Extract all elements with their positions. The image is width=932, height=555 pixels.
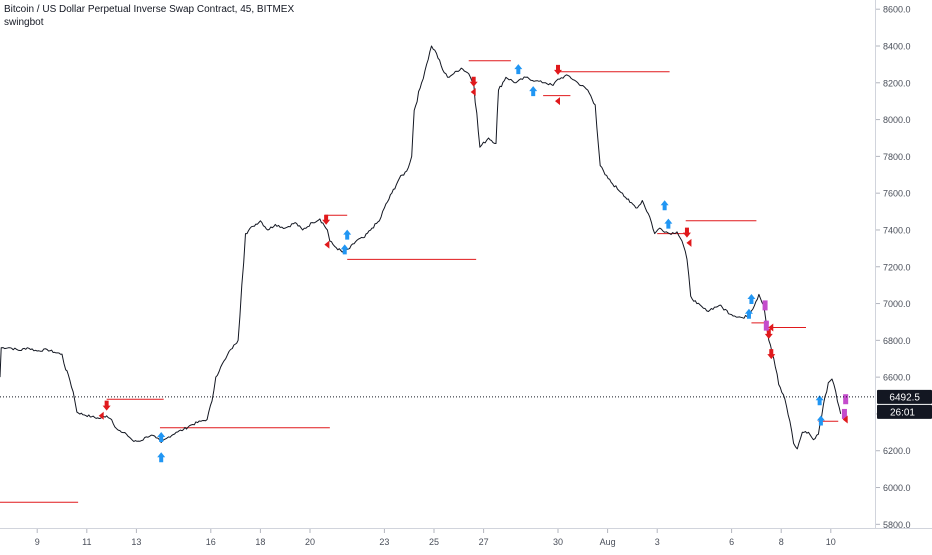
price-axis[interactable]: 5800.06000.06200.06400.06600.06800.07000… bbox=[876, 5, 911, 530]
time-tick-label: 13 bbox=[131, 537, 141, 547]
price-tick-label: 5800.0 bbox=[883, 520, 911, 530]
signal-tick bbox=[686, 238, 692, 247]
buy-arrow bbox=[514, 64, 523, 75]
time-tick-label: 3 bbox=[655, 537, 660, 547]
time-tick-label: 11 bbox=[82, 537, 91, 547]
time-tick-label: 9 bbox=[35, 537, 40, 547]
buy-arrow bbox=[340, 244, 349, 255]
buy-arrow bbox=[816, 415, 825, 426]
sell-arrow bbox=[767, 349, 776, 360]
price-tick-label: 7000.0 bbox=[883, 299, 911, 309]
buy-arrow bbox=[747, 294, 756, 305]
signal-levels bbox=[0, 60, 839, 503]
indicator-name[interactable]: swingbot bbox=[4, 17, 44, 28]
signal-tick bbox=[768, 323, 774, 332]
sell-arrow bbox=[682, 227, 691, 238]
chart-title: Bitcoin / US Dollar Perpetual Inverse Sw… bbox=[4, 4, 295, 15]
price-tick-label: 8000.0 bbox=[883, 115, 911, 125]
signal-tick bbox=[324, 240, 330, 249]
time-tick-label: 16 bbox=[206, 537, 216, 547]
price-line bbox=[0, 45, 842, 450]
buy-arrow bbox=[343, 229, 352, 240]
time-tick-label: 27 bbox=[479, 537, 489, 547]
signal-tick bbox=[555, 97, 560, 106]
sell-arrow bbox=[554, 64, 562, 75]
time-axis[interactable]: 9 11 13 16 18 20 23 25 27 30 Aug 3 6 8 10 bbox=[35, 529, 836, 547]
time-tick-label: 8 bbox=[779, 537, 784, 547]
price-tick-label: 7400.0 bbox=[883, 225, 911, 235]
price-tick-label: 8600.0 bbox=[883, 5, 911, 15]
exit-marker bbox=[841, 408, 847, 419]
time-tick-label: 10 bbox=[826, 537, 836, 547]
price-tick-label: 6000.0 bbox=[883, 483, 911, 493]
signal-tick bbox=[842, 415, 848, 424]
buy-arrow bbox=[529, 86, 538, 97]
countdown-text: 26:01 bbox=[890, 407, 915, 418]
price-tick-label: 7800.0 bbox=[883, 152, 911, 162]
price-tick-label: 8200.0 bbox=[883, 78, 911, 88]
buy-arrow bbox=[157, 432, 166, 443]
price-tick-label: 6600.0 bbox=[883, 373, 911, 383]
sell-arrow bbox=[469, 76, 478, 87]
exit-marker bbox=[843, 394, 849, 405]
time-tick-label: 6 bbox=[729, 537, 734, 547]
sell-arrow bbox=[322, 214, 331, 225]
time-tick-label: 23 bbox=[379, 537, 389, 547]
price-tick-label: 7200.0 bbox=[883, 262, 911, 272]
signal-tick bbox=[98, 411, 104, 420]
current-price-label: 6492.5 bbox=[877, 389, 932, 404]
time-tick-label: 25 bbox=[429, 537, 439, 547]
signal-tick bbox=[470, 87, 476, 96]
price-tick-label: 6200.0 bbox=[883, 446, 911, 456]
sell-arrow bbox=[764, 328, 773, 339]
buy-arrow bbox=[815, 395, 824, 406]
time-tick-label: 18 bbox=[255, 537, 265, 547]
chart-legend: Bitcoin / US Dollar Perpetual Inverse Sw… bbox=[4, 3, 294, 29]
price-tick-label: 8400.0 bbox=[883, 41, 911, 51]
exit-marker bbox=[763, 320, 769, 331]
current-price-text: 6492.5 bbox=[889, 392, 920, 403]
buy-arrow bbox=[157, 452, 166, 463]
exit-marker bbox=[762, 300, 768, 311]
buy-arrow bbox=[744, 308, 753, 319]
sell-arrow bbox=[102, 400, 111, 411]
price-tick-label: 7600.0 bbox=[883, 189, 911, 199]
price-tick-label: 6800.0 bbox=[883, 336, 911, 346]
buy-arrow bbox=[660, 200, 669, 211]
signal-markers bbox=[98, 64, 849, 463]
time-tick-label: 20 bbox=[305, 537, 315, 547]
time-tick-label: 30 bbox=[553, 537, 563, 547]
time-tick-label: Aug bbox=[600, 537, 616, 547]
buy-arrow bbox=[664, 218, 673, 229]
countdown-label: 26:01 bbox=[877, 404, 932, 419]
